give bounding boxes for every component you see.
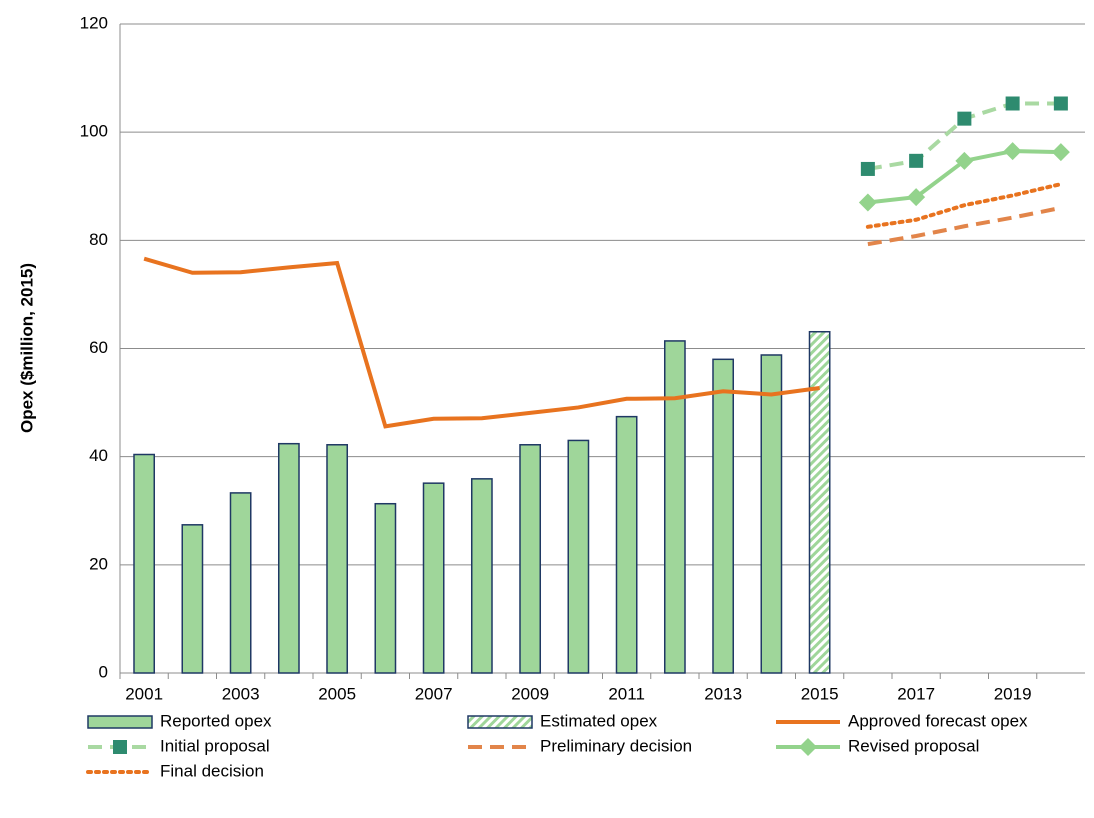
x-tick-label: 2007: [415, 684, 453, 703]
bar: [277, 442, 300, 674]
marker: [858, 193, 877, 212]
x-tick-label: 2001: [125, 684, 163, 703]
bar: [133, 453, 156, 674]
bar: [519, 444, 542, 674]
x-tick-label: 2013: [704, 684, 742, 703]
line: [867, 205, 1062, 247]
legend-label: Approved forecast opex: [848, 711, 1028, 730]
bar: [712, 358, 735, 674]
bar: [567, 439, 590, 674]
line: [865, 182, 1063, 229]
marker: [957, 111, 972, 126]
bar: [808, 330, 831, 674]
bar: [470, 478, 493, 674]
y-tick-label: 40: [89, 446, 108, 465]
x-tick-label: 2003: [222, 684, 260, 703]
legend-marker: [113, 740, 127, 754]
marker: [907, 188, 926, 207]
legend-label: Estimated opex: [540, 711, 658, 730]
y-axis-label: Opex ($million, 2015): [17, 263, 36, 433]
marker: [1005, 96, 1020, 111]
x-tick-label: 2009: [511, 684, 549, 703]
y-tick-label: 100: [80, 122, 108, 141]
x-tick-label: 2017: [897, 684, 935, 703]
legend-label: Preliminary decision: [540, 736, 692, 755]
legend-label: Final decision: [160, 761, 264, 780]
marker: [955, 151, 974, 170]
y-tick-label: 120: [80, 13, 108, 32]
bar: [663, 340, 686, 674]
bar: [422, 482, 445, 674]
line: [143, 256, 820, 429]
x-tick-label: 2011: [608, 684, 645, 703]
marker: [909, 153, 924, 168]
bar: [181, 524, 204, 674]
bar: [326, 444, 349, 674]
marker: [1053, 96, 1068, 111]
legend-marker: [799, 738, 817, 756]
x-tick-label: 2015: [801, 684, 839, 703]
x-tick-label: 2005: [318, 684, 356, 703]
legend-label: Reported opex: [160, 711, 272, 730]
legend-swatch: [467, 715, 533, 729]
marker: [1003, 142, 1022, 161]
x-tick-label: 2019: [994, 684, 1032, 703]
bar: [374, 502, 397, 674]
legend-swatch: [87, 715, 153, 729]
y-tick-label: 0: [99, 662, 108, 681]
y-tick-label: 20: [89, 554, 108, 573]
legend-label: Revised proposal: [848, 736, 979, 755]
y-tick-label: 60: [89, 338, 108, 357]
y-tick-label: 80: [89, 230, 108, 249]
legend-label: Initial proposal: [160, 736, 270, 755]
bar: [229, 492, 252, 674]
marker: [860, 161, 875, 176]
bar: [615, 415, 638, 674]
marker: [1051, 143, 1070, 162]
bar: [760, 354, 783, 674]
